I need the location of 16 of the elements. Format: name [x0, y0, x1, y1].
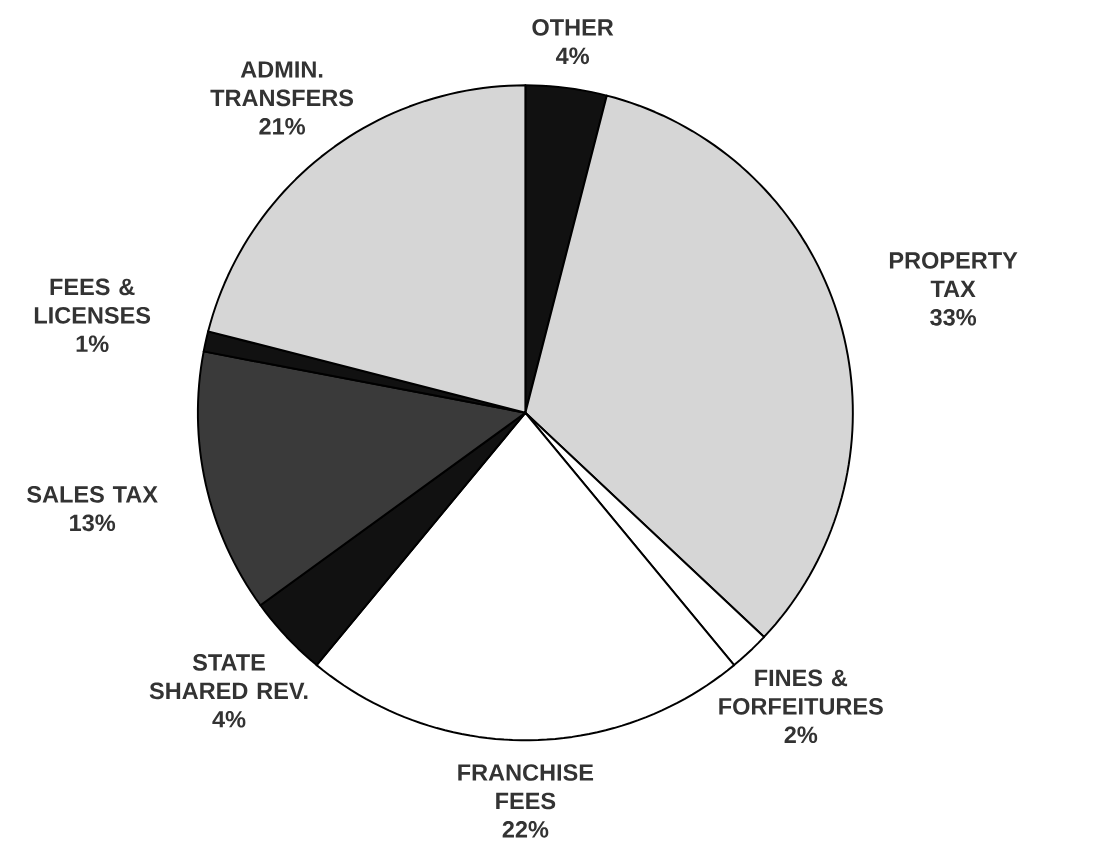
data-label: 2% — [784, 726, 818, 744]
slice-label: FRANCHISE FEES — [458, 764, 594, 810]
slice-label: FEES & LICENSES — [34, 278, 151, 324]
slice-label: ADMIN. TRANSFERS — [210, 61, 354, 107]
data-label: 33% — [930, 308, 977, 326]
slice-label: FINES & FORFEITURES — [719, 669, 883, 715]
data-label: 4% — [555, 47, 590, 65]
data-label: 1% — [76, 335, 109, 352]
data-label: 22% — [502, 821, 549, 838]
data-label: 13% — [70, 514, 116, 532]
slice-label: SALES TAX — [27, 486, 158, 503]
slice-label: STATE SHARED REV. — [149, 654, 308, 700]
slice-label: OTHER — [532, 19, 614, 36]
slice-label: PROPERTY TAX — [889, 252, 1018, 297]
data-label: 21% — [259, 117, 305, 135]
data-label: 4% — [212, 711, 246, 728]
